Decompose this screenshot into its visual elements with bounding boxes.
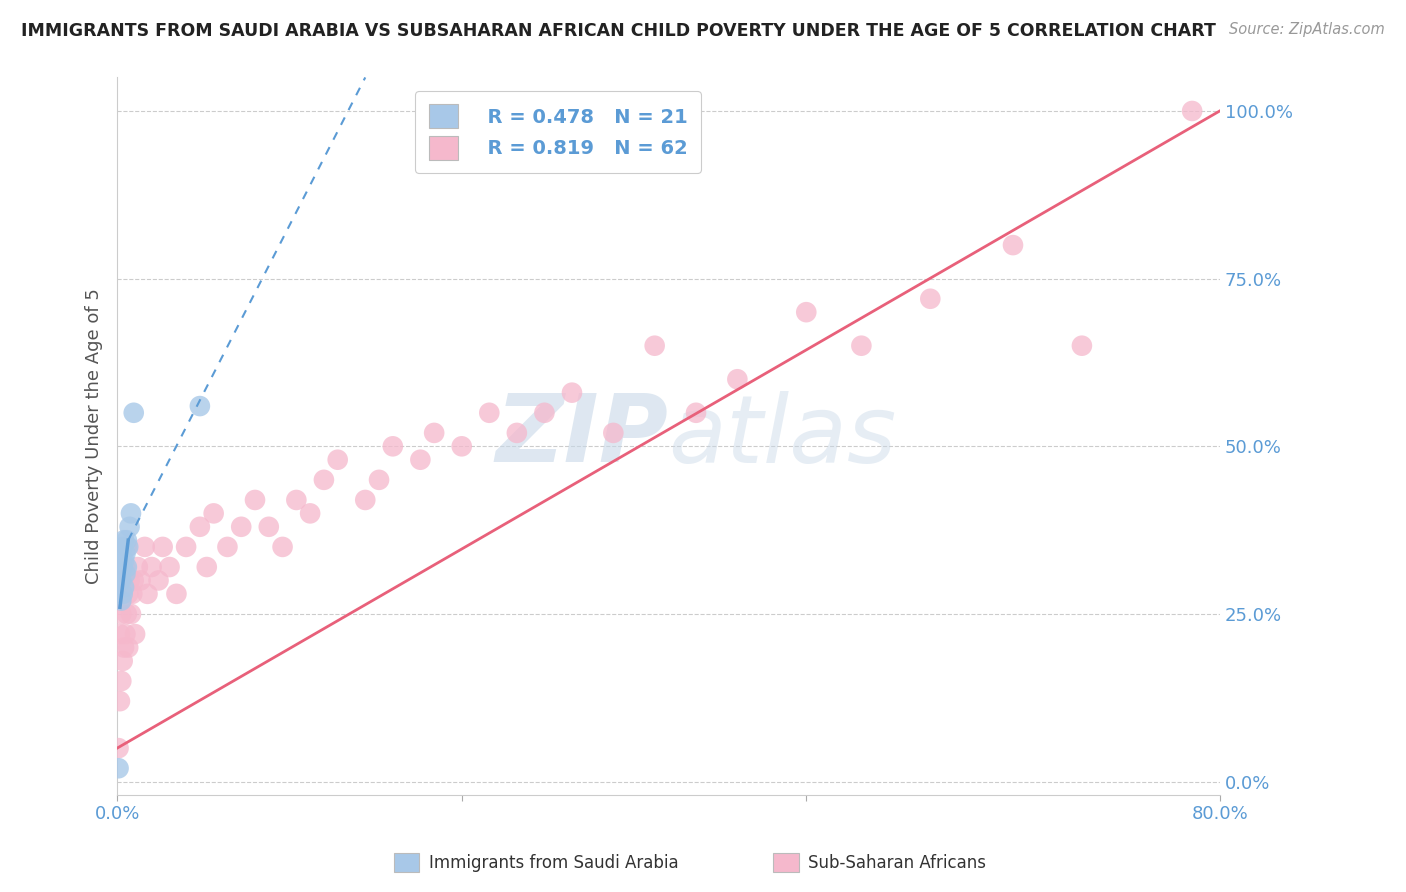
Point [108, 574, 131, 588]
Point [231, 520, 253, 534]
Point [1181, 103, 1204, 118]
Point [851, 339, 873, 353]
Text: Immigrants from Saudi Arabia: Immigrants from Saudi Arabia [429, 854, 679, 871]
Point [111, 560, 134, 574]
Text: atlas: atlas [668, 391, 897, 482]
Point [381, 439, 404, 453]
Point [115, 533, 138, 548]
Point [120, 607, 142, 621]
Point [159, 560, 181, 574]
Point [110, 593, 132, 607]
Text: Source: ZipAtlas.com: Source: ZipAtlas.com [1229, 22, 1385, 37]
Point [644, 339, 666, 353]
Point [112, 553, 135, 567]
Point [478, 406, 501, 420]
Point [299, 507, 322, 521]
Point [561, 385, 583, 400]
Point [112, 574, 135, 588]
Point [107, 741, 129, 756]
Point [127, 560, 149, 574]
Point [450, 439, 472, 453]
Point [202, 507, 225, 521]
Y-axis label: Child Poverty Under the Age of 5: Child Poverty Under the Age of 5 [86, 288, 103, 584]
Point [115, 540, 138, 554]
Point [920, 292, 942, 306]
Point [725, 372, 748, 386]
Point [111, 540, 134, 554]
Point [117, 587, 139, 601]
Text: IMMIGRANTS FROM SAUDI ARABIA VS SUBSAHARAN AFRICAN CHILD POVERTY UNDER THE AGE O: IMMIGRANTS FROM SAUDI ARABIA VS SUBSAHAR… [21, 22, 1216, 40]
Point [243, 492, 266, 507]
Point [110, 607, 132, 621]
Point [111, 587, 134, 601]
Point [112, 580, 135, 594]
Point [117, 540, 139, 554]
Point [165, 587, 187, 601]
Point [506, 425, 529, 440]
Point [115, 560, 138, 574]
Point [110, 553, 132, 567]
Point [108, 547, 131, 561]
Point [423, 425, 446, 440]
Point [110, 574, 132, 588]
Point [112, 640, 135, 655]
Point [1001, 238, 1024, 252]
Point [152, 540, 174, 554]
Point [122, 406, 145, 420]
Point [112, 533, 135, 548]
Point [195, 560, 218, 574]
Point [114, 627, 136, 641]
Point [115, 607, 138, 621]
Point [141, 560, 163, 574]
Point [111, 654, 134, 668]
Text: ZIP: ZIP [495, 391, 668, 483]
Point [114, 547, 136, 561]
Point [107, 761, 129, 775]
Point [257, 520, 280, 534]
Point [129, 574, 152, 588]
Point [174, 540, 197, 554]
Point [114, 566, 136, 581]
Point [602, 425, 624, 440]
Point [118, 574, 141, 588]
Point [118, 520, 141, 534]
Point [409, 452, 432, 467]
Point [117, 640, 139, 655]
Point [794, 305, 817, 319]
Point [120, 507, 142, 521]
Point [111, 587, 134, 601]
Point [271, 540, 294, 554]
Point [285, 492, 308, 507]
Text: Sub-Saharan Africans: Sub-Saharan Africans [808, 854, 987, 871]
Point [114, 560, 136, 574]
Point [134, 540, 156, 554]
Point [217, 540, 239, 554]
Point [354, 492, 377, 507]
Point [121, 587, 143, 601]
Point [108, 627, 131, 641]
Point [1070, 339, 1092, 353]
Point [326, 452, 349, 467]
Point [368, 473, 391, 487]
Point [312, 473, 335, 487]
Point [110, 674, 132, 689]
Point [148, 574, 170, 588]
Legend:   R = 0.478   N = 21,   R = 0.819   N = 62: R = 0.478 N = 21, R = 0.819 N = 62 [415, 91, 702, 173]
Point [685, 406, 707, 420]
Point [533, 406, 555, 420]
Point [188, 520, 211, 534]
Point [122, 574, 145, 588]
Point [108, 694, 131, 708]
Point [188, 399, 211, 413]
Point [136, 587, 159, 601]
Point [124, 627, 146, 641]
